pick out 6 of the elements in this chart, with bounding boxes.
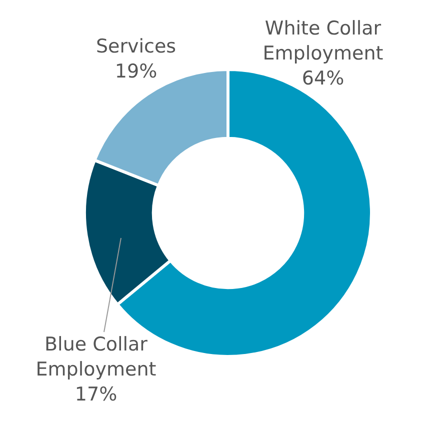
data-label: 64% <box>302 67 344 90</box>
data-label: 19% <box>114 60 158 82</box>
slice-label: White Collar Employment <box>262 17 384 64</box>
slice-label: Services <box>96 35 176 58</box>
data-label: 17% <box>74 383 118 406</box>
slice-label: Blue Collar Employment <box>36 333 156 380</box>
